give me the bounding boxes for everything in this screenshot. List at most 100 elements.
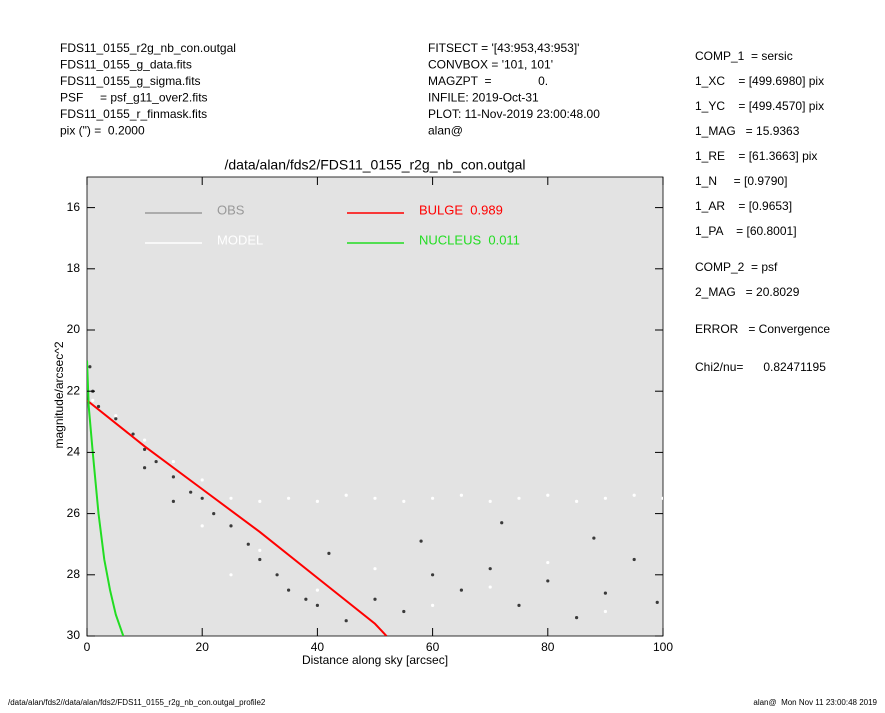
data-point [603, 591, 608, 595]
data-point [171, 459, 175, 464]
header-line: FDS11_0155_g_sigma.fits [60, 74, 201, 88]
data-point [546, 579, 550, 583]
header-line: INFILE: 2019-Oct-31 [428, 91, 539, 105]
legend-label: MODEL [217, 232, 263, 247]
header-line: CONVBOX = '101, 101' [428, 58, 553, 72]
data-point [661, 496, 663, 500]
data-point [500, 521, 504, 525]
data-point [171, 499, 175, 503]
data-point [258, 499, 262, 503]
data-point [373, 597, 377, 601]
fit-parameter: 1_XC = [499.6980] pix [695, 74, 824, 88]
data-point [517, 603, 521, 608]
data-point [200, 478, 204, 482]
data-point [488, 585, 492, 589]
data-point [344, 493, 348, 497]
data-point [287, 496, 291, 500]
profile-line [87, 360, 125, 636]
fit-parameter: 1_YC = [499.4570] pix [695, 99, 824, 113]
data-point [546, 493, 550, 497]
data-point [546, 560, 550, 565]
data-point [575, 616, 579, 620]
data-point [315, 499, 319, 503]
data-point [91, 398, 95, 402]
data-point [258, 548, 262, 552]
data-point [143, 466, 147, 470]
fit-parameter: 1_AR = [0.9653] [695, 199, 792, 213]
y-tick-label: 18 [67, 261, 81, 275]
header-line: FDS11_0155_r2g_nb_con.outgal [60, 41, 236, 55]
x-axis-label: Distance along sky [arcsec] [302, 653, 448, 667]
data-point [131, 432, 135, 436]
data-point [114, 417, 118, 421]
x-tick-label: 20 [196, 640, 210, 654]
data-point [431, 496, 435, 500]
data-point [154, 459, 158, 464]
data-point [603, 496, 608, 500]
data-point [229, 496, 233, 500]
fit-parameter: 1_MAG = 15.9363 [695, 124, 800, 138]
header-line: FITSECT = '[43:953,43:953]' [428, 41, 579, 55]
footer-right: alan@ Mon Nov 11 23:00:48 2019 [753, 698, 877, 707]
data-point [143, 438, 147, 442]
x-tick-label: 100 [653, 640, 673, 654]
data-point [189, 490, 193, 494]
fit-parameter: COMP_1 = sersic [695, 49, 793, 63]
data-point [114, 414, 118, 418]
fit-parameter: 2_MAG = 20.8029 [695, 285, 800, 299]
data-point [171, 475, 175, 479]
data-point [304, 597, 308, 601]
y-tick-label: 30 [67, 628, 81, 642]
data-point [459, 588, 463, 592]
data-point [275, 573, 279, 577]
y-tick-label: 28 [67, 567, 81, 581]
chart-title: /data/alan/fds2/FDS11_0155_r2g_nb_con.ou… [225, 157, 526, 173]
legend-label: NUCLEUS 0.011 [419, 232, 520, 247]
y-tick-label: 26 [67, 506, 81, 520]
data-point [200, 524, 204, 528]
data-point [575, 499, 579, 503]
header-line: PSF = psf_g11_over2.fits [60, 91, 208, 105]
fit-parameter: 1_RE = [61.3663] pix [695, 149, 817, 163]
data-point [632, 493, 636, 497]
data-point [488, 567, 492, 571]
data-point [655, 600, 659, 604]
footer-left: /data/alan/fds2//data/alan/fds2/FDS11_01… [8, 698, 266, 707]
data-point [592, 536, 596, 540]
header-line: PLOT: 11-Nov-2019 23:00:48.00 [428, 107, 600, 121]
data-point [327, 551, 331, 555]
data-point [517, 496, 521, 500]
plot-area [86, 176, 664, 637]
profile-line [87, 399, 388, 636]
y-tick-label: 16 [67, 200, 81, 214]
data-point [402, 609, 406, 614]
data-point [229, 524, 233, 528]
x-tick-label: 40 [311, 640, 325, 654]
fit-parameter: COMP_2 = psf [695, 260, 778, 274]
data-point [431, 603, 435, 608]
y-tick-label: 20 [67, 322, 81, 336]
data-point [229, 573, 233, 577]
fit-parameter: 1_PA = [60.8001] [695, 224, 797, 238]
header-line: alan@ [428, 124, 463, 138]
data-point [431, 573, 435, 577]
data-point [402, 499, 406, 503]
data-point [488, 499, 492, 503]
data-point [96, 404, 101, 409]
data-point [315, 588, 319, 592]
legend-label: OBS [217, 202, 245, 217]
x-tick-label: 60 [426, 640, 440, 654]
data-point [246, 542, 250, 546]
data-point [287, 588, 291, 592]
data-point [315, 603, 319, 608]
header-line: pix (") = 0.2000 [60, 124, 145, 138]
data-point [212, 511, 216, 516]
header-line: FDS11_0155_r_finmask.fits [60, 107, 207, 121]
y-axis-label: magnitude/arcsec^2 [52, 341, 66, 448]
data-point [373, 496, 377, 500]
data-point [143, 447, 147, 451]
y-tick-label: 24 [67, 445, 81, 459]
data-point [373, 567, 377, 571]
x-tick-label: 0 [84, 640, 91, 654]
